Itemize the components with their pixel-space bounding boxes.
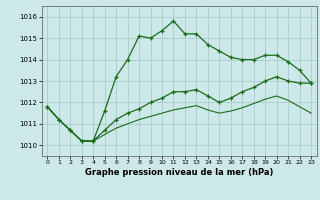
X-axis label: Graphe pression niveau de la mer (hPa): Graphe pression niveau de la mer (hPa)	[85, 168, 273, 177]
